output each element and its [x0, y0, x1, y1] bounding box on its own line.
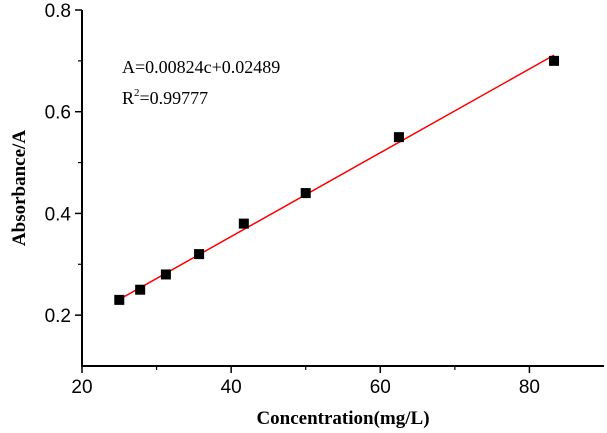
x-tick-label: 60 [370, 377, 391, 398]
data-point [549, 55, 560, 66]
fit-equation: A=0.00824c+0.02489 [122, 57, 280, 77]
data-point [135, 284, 146, 295]
r-squared-sup: 2 [134, 87, 140, 99]
axes: 20 40 60 80 0.2 0.4 0.6 0.8 [45, 1, 604, 398]
data-point [114, 294, 125, 305]
y-tick-label: 0.6 [45, 103, 71, 124]
x-tick-label: 40 [221, 377, 242, 398]
x-tick-label: 20 [71, 377, 92, 398]
y-tick-label: 0.2 [45, 306, 71, 327]
marks [114, 54, 560, 305]
fit-line [118, 54, 555, 301]
y-tick-label: 0.4 [45, 204, 72, 225]
y-axis-title: Absorbance/A [9, 130, 30, 246]
data-point [393, 132, 404, 143]
x-tick-label: 80 [519, 377, 540, 398]
data-point [300, 188, 311, 199]
data-point [194, 249, 205, 260]
r-squared-value: =0.99777 [140, 88, 209, 108]
r-squared-prefix: R [122, 88, 134, 108]
x-axis-title: Concentration(mg/L) [256, 408, 429, 429]
r-squared: R2=0.99777 [122, 87, 208, 108]
data-point [160, 269, 171, 280]
data-point [238, 218, 249, 229]
y-tick-label: 0.8 [45, 1, 71, 22]
